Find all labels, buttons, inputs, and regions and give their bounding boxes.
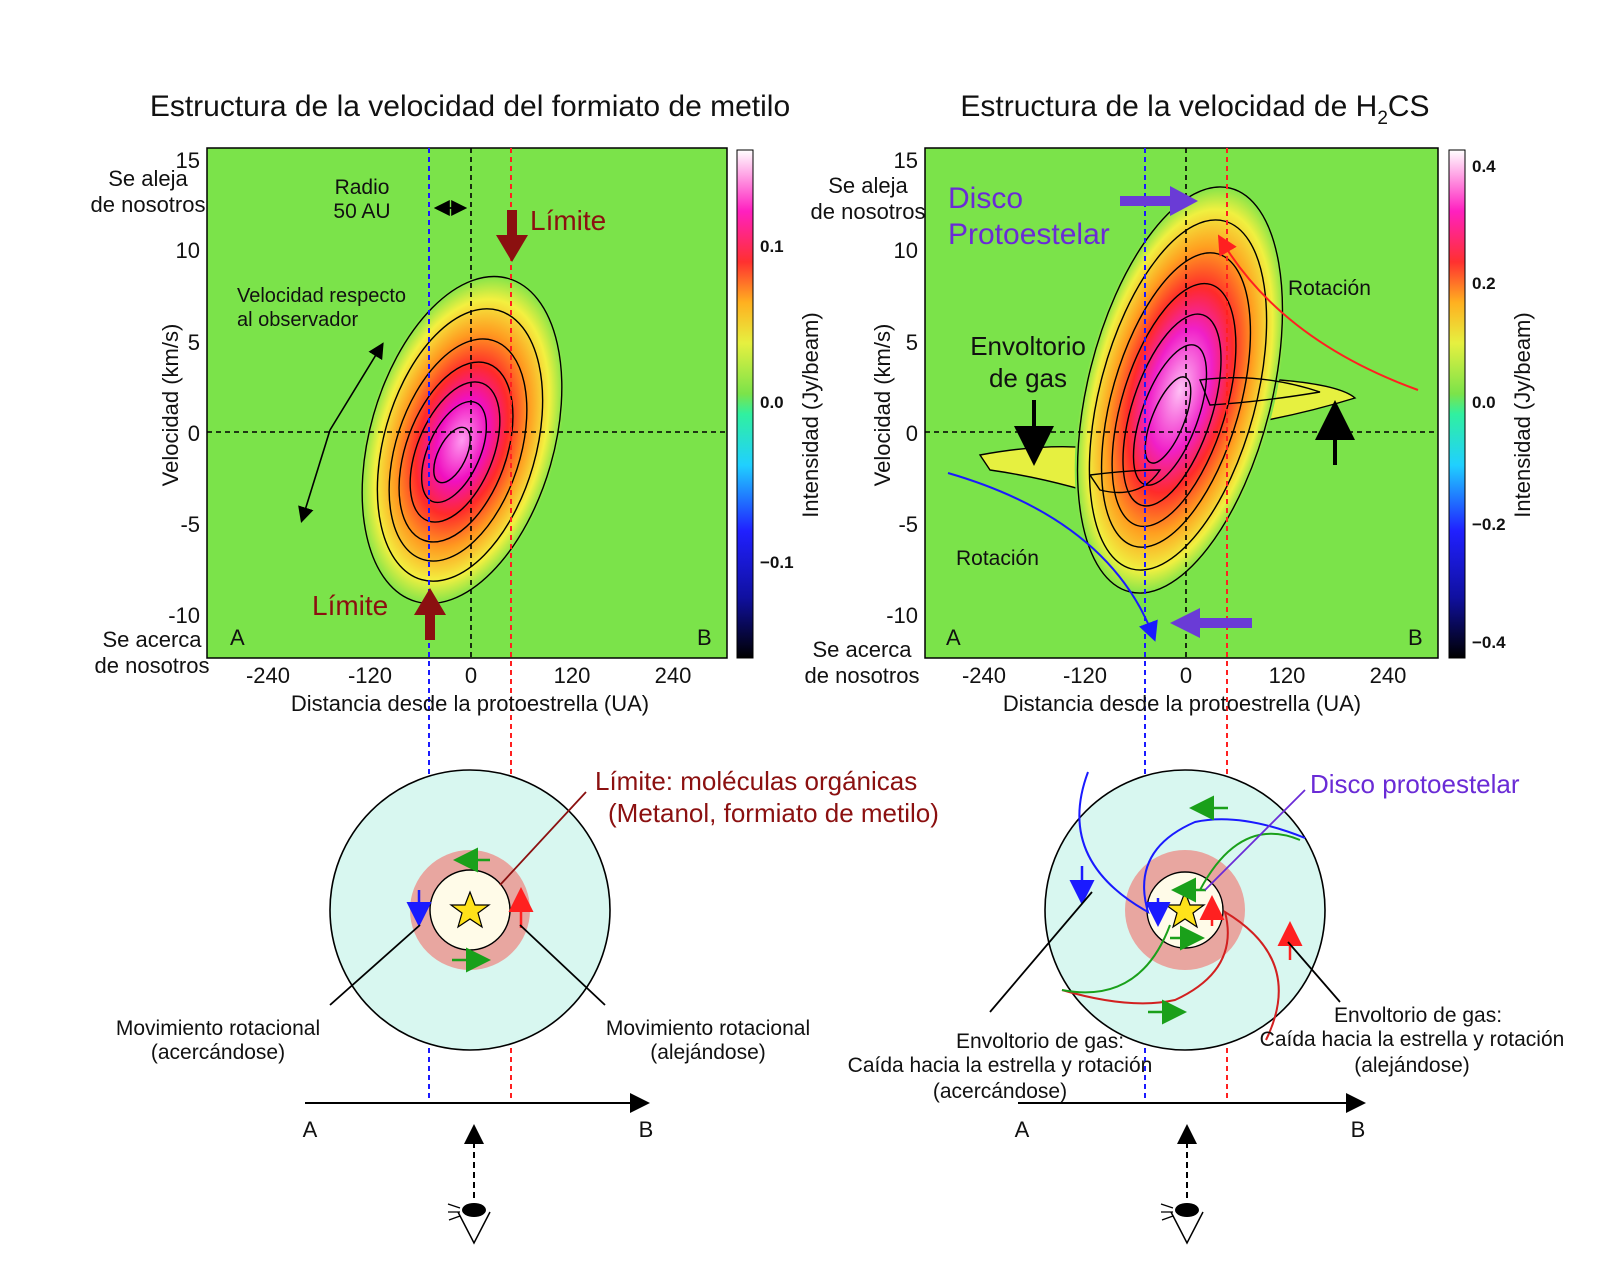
left-limit-bottom-arrow bbox=[414, 588, 446, 640]
right-colorbar-ticks: 0.4 0.2 0.0 −0.2 −0.4 bbox=[1472, 157, 1506, 652]
left-velocity-arrow-down bbox=[298, 429, 331, 524]
left-x-tick: -120 bbox=[348, 663, 392, 688]
left-x-ticks: -240 -120 0 120 240 bbox=[246, 663, 691, 688]
left-receding-motion: Movimiento rotacional (alejándose) bbox=[606, 1017, 810, 1064]
right-y-tick: 5 bbox=[906, 330, 918, 355]
left-velocity-note: Velocidad respecto al observador bbox=[237, 285, 406, 331]
eye-icon bbox=[447, 1203, 491, 1245]
right-x-tick: 0 bbox=[1180, 663, 1192, 688]
left-receding-pointer bbox=[519, 924, 606, 1006]
left-corner-a: A bbox=[230, 625, 245, 650]
left-limit-pointer bbox=[499, 791, 587, 886]
right-envelope-label: Envoltorio de gas bbox=[970, 331, 1086, 393]
right-red-spiral bbox=[1061, 909, 1280, 1041]
right-colorbar-label: Intensidad (Jy/beam) bbox=[1510, 312, 1535, 517]
star-icon bbox=[449, 890, 491, 929]
right-blue-spiral bbox=[1078, 771, 1306, 915]
right-disk-arrow-top bbox=[1120, 186, 1198, 216]
right-axis-b: B bbox=[1351, 1117, 1366, 1142]
left-velocity-arrow-up bbox=[329, 342, 384, 431]
right-x-tick: -120 bbox=[1063, 663, 1107, 688]
right-cbar-tick: −0.2 bbox=[1472, 515, 1506, 534]
left-y-label: Velocidad (km/s) bbox=[158, 324, 183, 487]
left-colorbar-label: Intensidad (Jy/beam) bbox=[798, 312, 823, 517]
left-x-tick: 0 bbox=[465, 663, 477, 688]
left-approaching-pointer bbox=[329, 924, 421, 1006]
left-contours bbox=[361, 275, 563, 605]
right-corner-a: A bbox=[946, 625, 961, 650]
right-y-label: Velocidad (km/s) bbox=[870, 324, 895, 487]
left-radius-label: Radio 50 AU bbox=[333, 176, 390, 223]
left-axis-a: A bbox=[303, 1117, 318, 1142]
right-disk-arrow-bottom bbox=[1170, 608, 1252, 638]
left-limit-top-arrow bbox=[496, 210, 528, 262]
left-limit-top-label: Límite bbox=[530, 205, 606, 236]
right-receding-pointer bbox=[1287, 941, 1341, 1003]
left-y-ticks: 15 10 5 0 -5 -10 bbox=[168, 148, 200, 628]
right-cbar-tick: −0.4 bbox=[1472, 633, 1506, 652]
right-disk-label: Disco Protoestelar bbox=[948, 182, 1110, 251]
right-y-tick: 0 bbox=[906, 421, 918, 446]
right-y-tick: 15 bbox=[894, 148, 918, 173]
right-x-tick: -240 bbox=[962, 663, 1006, 688]
left-approaching-label: Se acerca de nosotros bbox=[95, 627, 210, 678]
left-y-tick: -10 bbox=[168, 603, 200, 628]
right-panel-title: Estructura de la velocidad de H2CS bbox=[960, 90, 1429, 129]
right-y-tick: -5 bbox=[898, 512, 918, 537]
right-cbar-tick: 0.4 bbox=[1472, 157, 1496, 176]
right-x-label: Distancia desde la protoestrella (UA) bbox=[1003, 691, 1361, 716]
right-x-ticks: -240 -120 0 120 240 bbox=[962, 663, 1406, 688]
right-rotation-bottom: Rotación bbox=[956, 547, 1039, 570]
left-diagram: Límite: moléculas orgánicas (Metanol, for… bbox=[116, 766, 939, 1245]
left-cbar-tick: −0.1 bbox=[760, 553, 794, 572]
left-limit-label: Límite: moléculas orgánicas (Metanol, for… bbox=[595, 766, 939, 828]
right-y-tick: -10 bbox=[886, 603, 918, 628]
left-colorbar-ticks: 0.1 0.0 −0.1 bbox=[760, 237, 794, 572]
eye-icon bbox=[1160, 1203, 1204, 1245]
right-envelope-approaching: Envoltorio de gas: Caída hacia la estrell… bbox=[848, 1030, 1153, 1103]
right-x-tick: 240 bbox=[1370, 663, 1407, 688]
left-limit-bottom-label: Límite bbox=[312, 590, 388, 621]
left-y-tick: -5 bbox=[180, 512, 200, 537]
right-rotation-top: Rotación bbox=[1288, 277, 1371, 300]
right-y-ticks: 15 10 5 0 -5 -10 bbox=[886, 148, 918, 628]
left-cbar-tick: 0.1 bbox=[760, 237, 784, 256]
left-panel-title: Estructura de la velocidad del formiato … bbox=[150, 90, 790, 123]
right-axis-a: A bbox=[1015, 1117, 1030, 1142]
left-x-tick: -240 bbox=[246, 663, 290, 688]
right-colorbar bbox=[1448, 149, 1466, 659]
right-cbar-tick: 0.2 bbox=[1472, 274, 1496, 293]
star-icon bbox=[1164, 890, 1206, 929]
right-approaching-label: Se acerca de nosotros bbox=[805, 637, 920, 688]
left-y-tick: 15 bbox=[176, 148, 200, 173]
right-green-spiral bbox=[1061, 832, 1301, 994]
right-disk-label-small: Disco protoestelar bbox=[1310, 769, 1520, 799]
left-approaching-motion: Movimiento rotacional (acercándose) bbox=[116, 1017, 320, 1064]
right-cbar-tick: 0.0 bbox=[1472, 393, 1496, 412]
right-approaching-pointer bbox=[989, 891, 1093, 1013]
left-axis-b: B bbox=[639, 1117, 654, 1142]
left-receding-label: Se aleja de nosotros bbox=[91, 166, 206, 217]
right-red-rotation-curve bbox=[1217, 234, 1419, 391]
right-diagram: Disco protoestelar Envoltorio de gas: Caí… bbox=[848, 769, 1565, 1245]
left-y-tick: 10 bbox=[176, 238, 200, 263]
right-envelope-receding: Envoltorio de gas: Caída hacia la estrell… bbox=[1260, 1004, 1565, 1077]
right-map: A B Disco Protoestelar Envoltorio de gas R… bbox=[924, 147, 1439, 1101]
right-blue-rotation-curve bbox=[947, 472, 1158, 642]
left-x-tick: 120 bbox=[554, 663, 591, 688]
left-x-tick: 240 bbox=[655, 663, 692, 688]
right-corner-b: B bbox=[1408, 625, 1423, 650]
left-y-tick: 0 bbox=[188, 421, 200, 446]
right-y-tick: 10 bbox=[894, 238, 918, 263]
left-y-tick: 5 bbox=[188, 330, 200, 355]
right-disk-pointer bbox=[1204, 789, 1306, 891]
left-corner-b: B bbox=[697, 625, 712, 650]
left-map: A B Radio 50 AU Límite Límite Velocidad r… bbox=[206, 147, 728, 1101]
right-receding-label: Se aleja de nosotros bbox=[811, 173, 926, 224]
left-cbar-tick: 0.0 bbox=[760, 393, 784, 412]
left-colorbar bbox=[736, 149, 754, 659]
right-x-tick: 120 bbox=[1269, 663, 1306, 688]
left-x-label: Distancia desde la protoestrella (UA) bbox=[291, 691, 649, 716]
